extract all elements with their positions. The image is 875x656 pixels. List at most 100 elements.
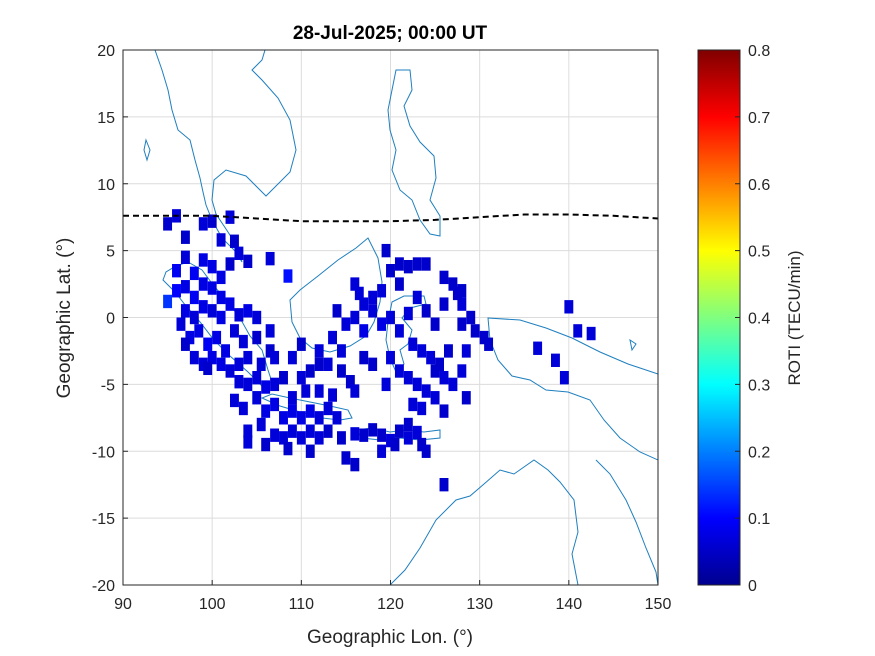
coastline-philippines [387,69,441,237]
colorbar-tick-label: 0.5 [748,244,770,261]
roti-cell [551,353,560,367]
roti-cell [368,304,378,318]
roti-cell [216,290,226,305]
roti-cell [261,437,271,452]
roti-cells [163,209,596,492]
colorbar-tick-label: 0.8 [748,43,770,60]
x-axis-ticks: 90 100 110 120 130 140 150 [114,580,671,613]
roti-cell [435,357,444,371]
roti-cell [457,284,467,298]
roti-cell [212,330,222,345]
roti-cell [270,350,280,365]
roti-cell [189,290,199,305]
magnetic-equator-line [123,213,658,223]
roti-cell [412,257,422,271]
roti-cell [189,350,199,365]
x-tick-label: 120 [377,596,404,613]
roti-cell [252,391,262,405]
roti-cell [194,324,204,338]
roti-cell [216,233,226,247]
colorbar-ticks: 0 0.1 0.2 0.3 0.4 0.5 0.6 0.7 0.8 [735,43,770,595]
roti-cell [234,357,244,371]
roti-cell [225,297,235,311]
roti-cell [163,217,173,231]
roti-cell [421,384,431,398]
roti-cell [305,444,315,458]
roti-cell [287,424,297,438]
y-tick-label: -15 [92,511,115,528]
y-tick-label: -10 [92,444,115,461]
roti-cell [377,444,387,458]
colorbar [697,49,741,586]
roti-cell [412,377,422,392]
roti-cell [412,290,422,305]
roti-cell [296,431,306,445]
roti-cell [377,284,387,298]
roti-cell [296,371,306,385]
roti-cell [207,281,217,295]
coastline-east [595,459,658,585]
colorbar-tick-label: 0.6 [748,177,770,194]
roti-cell [216,270,226,285]
roti-cell [381,377,391,392]
roti-cell [203,337,213,351]
roti-cell [230,324,239,338]
roti-cell [350,277,360,291]
roti-cell [430,364,440,378]
roti-cell [287,404,297,418]
roti-cell [270,377,280,392]
roti-cell [439,371,449,385]
roti-cell [265,251,275,266]
roti-cell [332,304,342,318]
roti-cell [350,310,360,325]
roti-cell [368,357,378,371]
roti-cell [189,310,199,325]
roti-cell [448,377,458,392]
roti-cell [314,344,324,358]
roti-cell [296,411,306,425]
x-axis-label: Geographic Lon. (°) [307,627,473,648]
roti-cell [203,361,213,376]
roti-cell [296,337,306,351]
roti-cell [457,317,467,331]
roti-cell [323,401,333,416]
roti-cell [238,401,248,416]
roti-cell [408,337,418,351]
roti-cell [564,300,574,314]
roti-cell [261,404,271,418]
coastline-borneo [289,237,383,353]
roti-cell [180,230,190,244]
roti-cell [163,294,173,309]
roti-cell [350,457,360,472]
roti-cell [430,391,440,405]
roti-cell [216,310,226,325]
roti-cell [417,401,427,416]
y-tick-label: 10 [97,177,115,194]
roti-cell [403,259,413,274]
roti-cell [470,324,480,338]
colorbar-tick-label: 0.3 [748,377,770,394]
roti-cell [287,350,297,365]
roti-cell [394,424,404,438]
coastline-islet-1 [143,138,151,162]
roti-cell [283,269,293,283]
roti-cell [314,384,324,398]
roti-cell [421,304,431,318]
roti-cell [533,341,543,355]
coastline-newguinea [487,317,658,461]
roti-cell [279,431,288,445]
roti-cell [426,350,436,365]
roti-cell [439,270,449,285]
roti-cell [252,330,262,345]
y-tick-label: 0 [106,311,115,328]
roti-cell [573,324,583,338]
roti-cell [243,435,253,449]
roti-cell [305,364,315,378]
roti-cell [198,253,208,267]
y-axis-label: Geographic Lat. (°) [54,238,75,399]
roti-cell [234,246,244,260]
roti-cell [461,391,471,405]
roti-cell [256,357,266,371]
colorbar-tick-label: 0 [748,578,757,595]
